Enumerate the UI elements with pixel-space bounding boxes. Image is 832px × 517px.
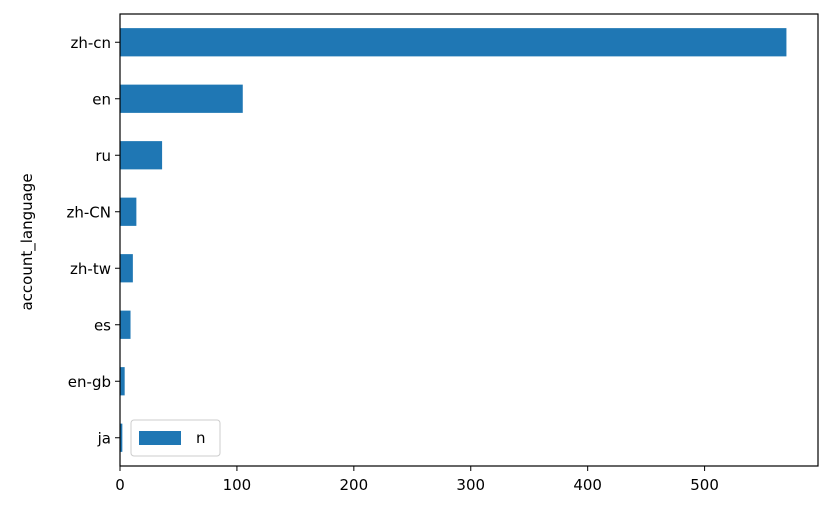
x-tick-label: 400: [573, 476, 602, 494]
legend: n: [130, 419, 221, 457]
y-tick-label: es: [94, 316, 111, 334]
y-tick-label: ru: [95, 147, 111, 165]
bar-ru: [120, 141, 163, 170]
y-tick-label: zh-tw: [70, 260, 111, 278]
bar-zh-cn: [120, 28, 787, 57]
x-tick-label: 200: [340, 476, 369, 494]
bar-zh-tw: [120, 254, 133, 283]
legend-label: n: [196, 429, 206, 447]
legend-swatch: [139, 431, 181, 445]
bar-en-gb: [120, 367, 125, 396]
y-tick-label: ja: [97, 429, 111, 447]
y-tick-label: zh-cn: [70, 34, 111, 52]
y-axis: zh-cn en ru zh-CN zh-tw es en-gb ja: [67, 34, 120, 447]
bar-zh-CN: [120, 197, 137, 226]
x-tick-label: 300: [456, 476, 485, 494]
bar-es: [120, 310, 131, 339]
bars-group: [120, 28, 787, 452]
x-tick-label: 500: [690, 476, 719, 494]
y-axis-label: account_language: [18, 173, 37, 310]
bar-en: [120, 84, 243, 113]
x-tick-label: 0: [115, 476, 125, 494]
bar-ja: [120, 423, 123, 452]
y-tick-label: en-gb: [68, 373, 111, 391]
y-tick-label: zh-CN: [67, 203, 112, 221]
x-axis: 0 100 200 300 400 500: [115, 466, 719, 494]
x-tick-label: 100: [223, 476, 252, 494]
y-tick-label: en: [92, 90, 111, 108]
plot-frame: [119, 13, 819, 467]
